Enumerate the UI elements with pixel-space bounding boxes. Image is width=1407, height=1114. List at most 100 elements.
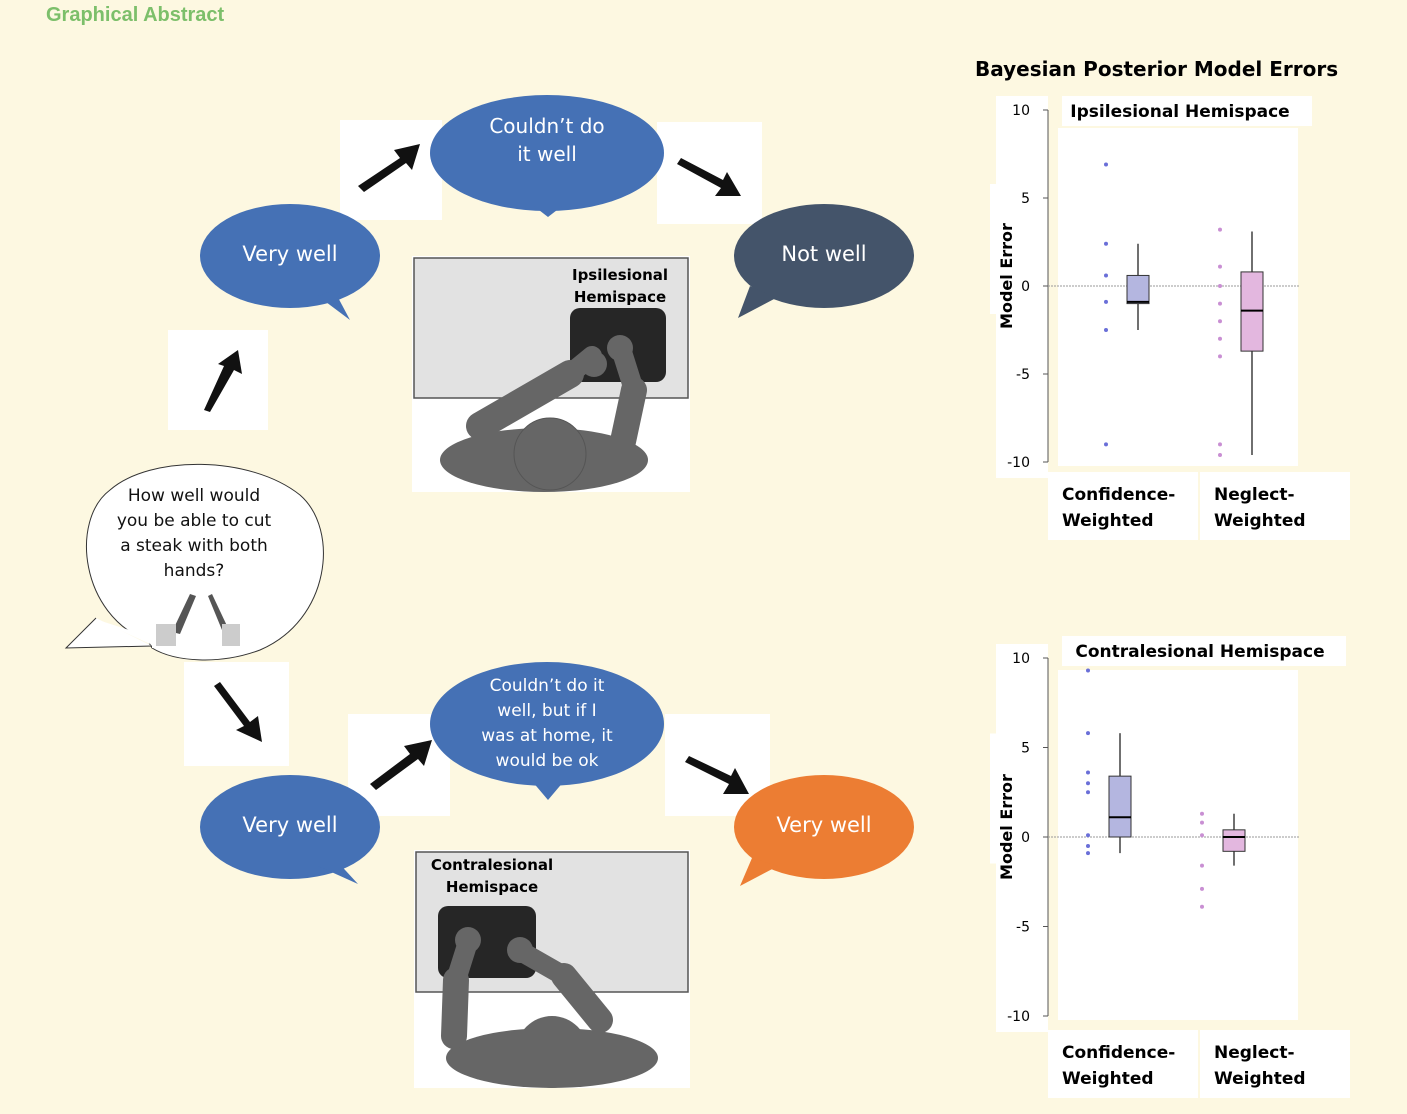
data-point [1086,731,1090,736]
data-point [1086,851,1090,856]
bubble-line: well, but if I [497,701,597,721]
bubble-top-middle-text: Couldn’t do it well [432,112,662,168]
data-point [1218,264,1222,269]
scene-label-contralesional: Contralesional Hemispace [412,854,572,898]
y-axis-label: Model Error [997,223,1016,329]
arrow-up-right-icon [358,144,420,192]
y-tick-label: -10 [1007,455,1030,471]
data-point [1104,273,1108,278]
bubble-bottom-end [734,775,914,886]
arrow-box [184,662,289,766]
data-point [1200,886,1204,891]
arrow-down-right-icon [677,158,741,196]
box [1126,274,1150,305]
y-label-panel [990,733,1018,864]
bubble-top-end-text: Not well [781,242,867,266]
question-line: a steak with both [120,536,268,556]
scene-label-line: Contralesional [430,856,554,874]
data-point [1218,336,1222,341]
category-label: Weighted [1062,511,1154,531]
y-tick-label: 5 [1021,741,1030,757]
arrow-up-icon [204,350,242,412]
category-label-panel [1048,472,1198,540]
question-bubble [64,463,324,661]
data-point [1104,162,1108,167]
arrow-box [657,122,762,224]
data-point [1200,904,1204,909]
category-label: Weighted [1062,1069,1154,1089]
category-label: Neglect- [1214,485,1295,505]
question-line: How well would [127,486,261,506]
y-tick-label: 0 [1021,830,1030,846]
data-point [1200,833,1204,838]
box-plot-ipsilesional: Ipsilesional Hemispace Model Error 10 5 0 -5 -… [990,96,1350,540]
scene-ipsilesional [412,256,690,492]
header-title: Graphical Abstract [46,4,225,26]
y-axis-label: Model Error [997,774,1016,880]
bubble-bottom-middle-text: Couldn’t do it well, but if I was at hom… [432,674,662,774]
chart-section-title: Bayesian Posterior Model Errors [975,57,1339,81]
data-point [1086,790,1090,795]
data-point [1104,442,1108,447]
data-point [1086,770,1090,775]
arrow-box [340,120,442,220]
arrow-box [168,330,268,430]
category-label-panel [1200,1030,1350,1098]
category-label: Weighted [1214,511,1306,531]
box [1108,775,1132,838]
data-point [1218,284,1222,288]
bubble-line: was at home, it [481,726,613,746]
scene-contralesional [414,850,690,1088]
bubble-line: would be ok [495,751,599,771]
bubble-bottom-start-text: Very well [242,813,338,837]
person-at-table-illustration [413,257,689,492]
data-point [1086,833,1090,838]
scene-label-line: Ipsilesional [571,266,669,284]
data-point [1218,354,1222,359]
y-tick-label: 10 [1012,103,1030,119]
y-tick-label: 10 [1012,651,1030,667]
fork-knife-icon [152,584,244,648]
bubble-top-end [734,204,914,318]
data-point [1200,820,1204,825]
chart-title: Contralesional Hemispace [1075,642,1324,662]
data-point [1086,668,1090,673]
bubble-line: Couldn’t do it [489,676,605,696]
question-line: hands? [163,561,225,581]
bubble-bottom-start [200,775,380,884]
box-plot-contralesional: Contralesional Hemispace Model Error 10 5 0 -… [990,636,1350,1098]
arrow-down-right-icon [685,756,749,794]
scene-label-line: Hemispace [445,878,539,896]
data-point [1104,299,1108,304]
bubble-line: it well [517,142,577,166]
data-point [1218,442,1222,447]
bubble-line: Couldn’t do [489,114,605,138]
arrow-down-right-icon [214,682,262,742]
bubble-top-start-text: Very well [242,242,338,266]
plot-panel [1058,670,1298,1020]
data-point [1104,328,1108,332]
category-label: Confidence- [1062,1043,1175,1063]
speech-bubbles [64,95,914,886]
data-point [1086,781,1090,786]
data-point [1218,452,1222,457]
chart-title: Ipsilesional Hemispace [1070,102,1289,122]
bubble-top-middle [430,95,664,217]
question-line: you be able to cut [116,511,272,531]
chart-title-panel [1062,96,1312,126]
data-point [1218,301,1222,306]
data-point [1218,319,1222,324]
category-label: Confidence- [1062,485,1175,505]
data-point [1200,811,1204,816]
question-text: How well would you be able to cut a stea… [96,484,292,584]
bubble-bottom-middle [430,662,664,800]
category-label: Weighted [1214,1069,1306,1089]
person-at-table-illustration [415,851,689,1088]
y-label-panel [990,184,1018,314]
data-point [1104,241,1108,246]
y-tick-label: 0 [1021,279,1030,295]
category-label-panel [1048,1030,1198,1098]
y-tick-label: 5 [1021,191,1030,207]
scene-label-line: Hemispace [573,288,667,306]
